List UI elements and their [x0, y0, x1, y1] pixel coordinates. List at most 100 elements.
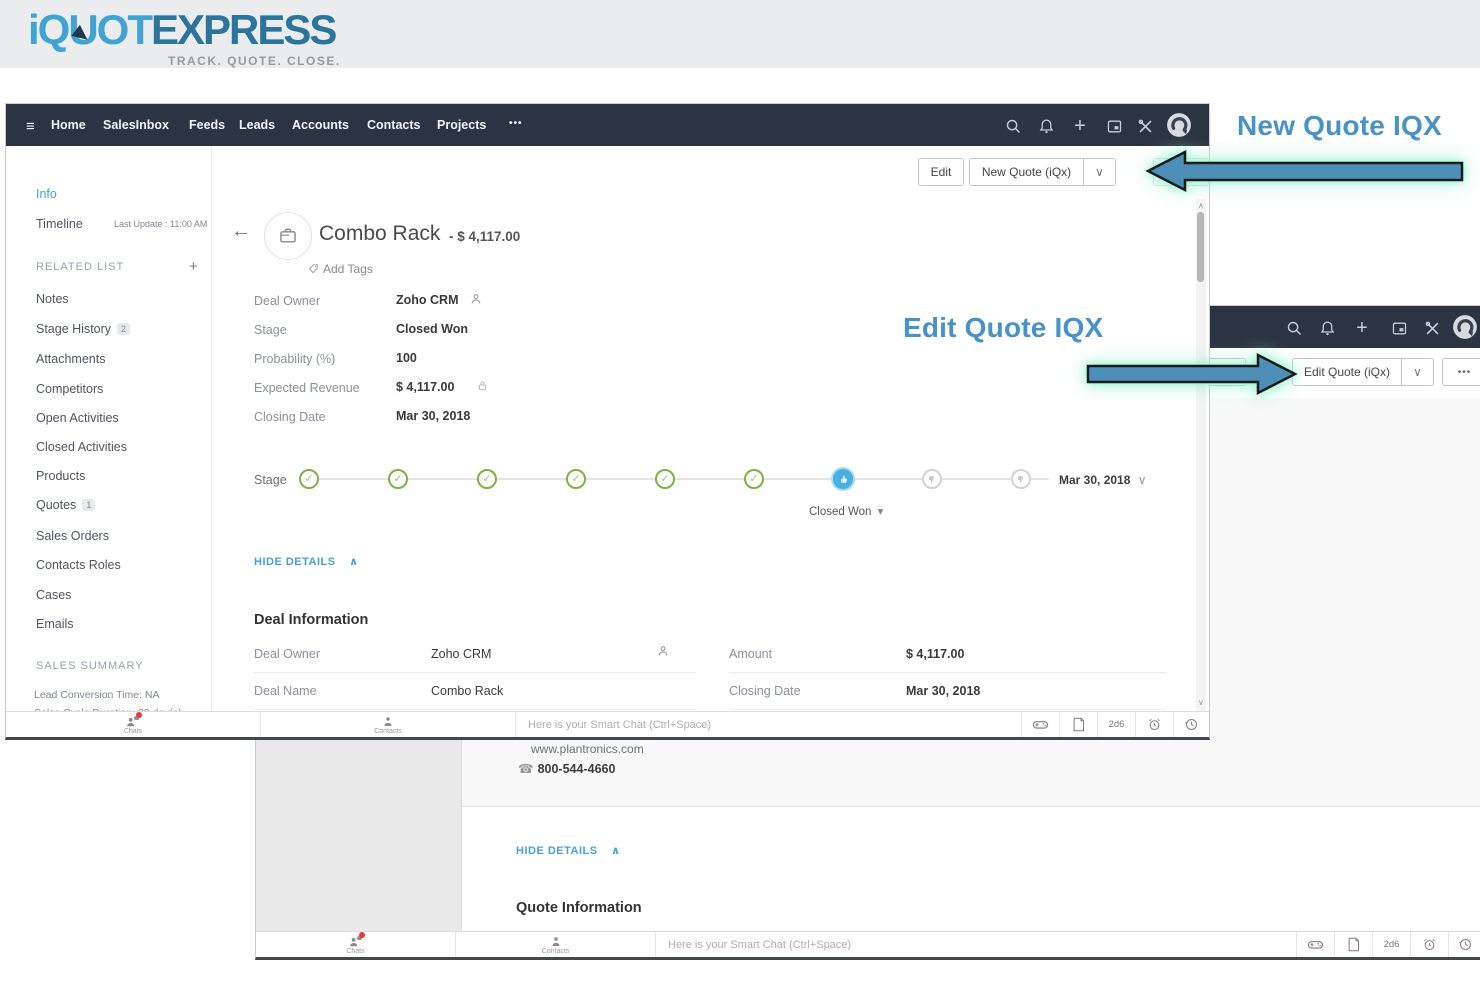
top-navbar: ≡ Home SalesInbox Feeds Leads Accounts C…: [6, 104, 1209, 146]
stage-connector-line: [311, 478, 1049, 480]
hide-details-toggle[interactable]: HIDE DETAILS ∧: [254, 555, 359, 568]
notes-icon[interactable]: [1059, 712, 1097, 737]
scroll-down-icon[interactable]: ∨: [1198, 698, 1204, 707]
sidebar-item-products[interactable]: Products: [36, 469, 86, 483]
bell-icon[interactable]: [1317, 318, 1337, 338]
info-value-amount: $ 4,117.00: [906, 647, 965, 661]
history-icon[interactable]: [1448, 932, 1480, 957]
sidebar-item-emails[interactable]: Emails: [36, 617, 74, 631]
chats-tab[interactable]: Chats: [256, 931, 456, 957]
alarm-icon[interactable]: [1410, 932, 1448, 957]
tools-icon[interactable]: [1422, 318, 1442, 338]
vertical-scrollbar[interactable]: [1196, 199, 1206, 713]
scrollbar-thumb[interactable]: [1197, 212, 1204, 282]
avatar[interactable]: [1166, 112, 1192, 138]
sidebar-item-notes[interactable]: Notes: [36, 292, 69, 306]
contacts-tab[interactable]: Contacts: [261, 712, 516, 737]
nav-salesinbox[interactable]: SalesInbox: [103, 118, 169, 132]
search-icon[interactable]: [1284, 318, 1304, 338]
stage-step-closed-lost-2[interactable]: [1011, 469, 1031, 489]
history-icon[interactable]: [1173, 712, 1209, 737]
plus-icon[interactable]: +: [1356, 316, 1368, 339]
account-phone[interactable]: ☎ 800-544-4660: [518, 761, 615, 776]
stage-step-6-done[interactable]: ✓: [744, 469, 764, 489]
sidebar-item-stage-history[interactable]: Stage History 2: [36, 322, 131, 336]
sidebar-item-competitors[interactable]: Competitors: [36, 382, 104, 396]
plus-icon[interactable]: +: [1074, 114, 1086, 137]
nav-leads[interactable]: Leads: [239, 118, 276, 132]
deal-record-window: ≡ Home SalesInbox Feeds Leads Accounts C…: [5, 103, 1210, 740]
nav-home[interactable]: Home: [51, 118, 86, 132]
check-icon: ✓: [482, 472, 492, 485]
dice-icon[interactable]: 2d6: [1097, 712, 1135, 737]
panel-icon[interactable]: [1104, 116, 1124, 136]
stage-step-5-done[interactable]: ✓: [655, 469, 675, 489]
field-value-deal-owner: Zoho CRM: [396, 293, 459, 307]
nav-projects[interactable]: Projects: [437, 118, 487, 132]
more-actions-button[interactable]: •••: [1442, 358, 1480, 386]
add-tags-button[interactable]: Add Tags: [308, 262, 373, 276]
info-label-amount: Amount: [729, 647, 773, 661]
check-icon: ✓: [660, 472, 670, 485]
nav-contacts[interactable]: Contacts: [367, 118, 421, 132]
back-arrow-icon[interactable]: ←: [231, 220, 251, 242]
bell-icon[interactable]: [1036, 116, 1056, 136]
stage-selected-dropdown[interactable]: Closed Won ▾: [809, 504, 883, 518]
edit-quote-iqx-button[interactable]: Edit Quote (iQx): [1292, 358, 1402, 386]
hide-details-label: HIDE DETAILS: [516, 845, 598, 857]
stage-step-3-done[interactable]: ✓: [477, 469, 497, 489]
sidebar-item-contacts-roles[interactable]: Contacts Roles: [36, 558, 121, 572]
nav-more-icon[interactable]: •••: [509, 118, 523, 129]
chevron-down-icon: ∨: [1095, 165, 1104, 179]
info-label-closing-date: Closing Date: [729, 684, 801, 698]
stage-step-closed-won-active[interactable]: [831, 467, 855, 491]
edit-button[interactable]: Edit: [918, 158, 964, 186]
user-lookup-icon[interactable]: [469, 292, 483, 306]
check-icon: ✓: [571, 472, 581, 485]
search-icon[interactable]: [1003, 116, 1023, 136]
notification-dot: [136, 711, 142, 718]
notes-icon[interactable]: [1334, 932, 1372, 957]
scroll-up-icon[interactable]: ∧: [1198, 201, 1204, 210]
new-quote-iqx-button[interactable]: New Quote (iQx): [969, 158, 1084, 186]
hide-details-toggle[interactable]: HIDE DETAILS ∧: [516, 844, 621, 857]
sidebar-item-cases[interactable]: Cases: [36, 588, 72, 602]
stage-step-4-done[interactable]: ✓: [566, 469, 586, 489]
stage-step-1-done[interactable]: ✓: [299, 469, 319, 489]
user-lookup-icon[interactable]: [656, 644, 670, 658]
chats-tab[interactable]: Chats: [6, 711, 261, 737]
stage-step-2-done[interactable]: ✓: [388, 469, 408, 489]
deal-record-icon: [264, 212, 312, 260]
nav-feeds[interactable]: Feeds: [189, 118, 226, 132]
smart-chat-input[interactable]: [656, 932, 1296, 957]
logo-text-light: iQUOT: [28, 6, 153, 53]
stage-date-dropdown[interactable]: Mar 30, 2018 ∨: [1059, 473, 1147, 487]
sidebar-item-sales-orders[interactable]: Sales Orders: [36, 529, 109, 543]
sidebar-item-attachments[interactable]: Attachments: [36, 352, 106, 366]
smart-chat-input[interactable]: [516, 712, 1021, 737]
sidebar-item-quotes[interactable]: Quotes 1: [36, 498, 96, 512]
new-quote-dropdown-chevron[interactable]: ∨: [1083, 158, 1116, 186]
edit-quote-dropdown-chevron[interactable]: ∨: [1401, 358, 1434, 386]
sidebar-item-timeline[interactable]: Timeline: [36, 217, 83, 231]
phone-number: 800-544-4660: [537, 762, 616, 776]
info-label-deal-owner: Deal Owner: [254, 647, 320, 661]
nav-accounts[interactable]: Accounts: [292, 118, 349, 132]
gamepad-icon[interactable]: [1296, 932, 1334, 957]
sidebar-item-closed-activities[interactable]: Closed Activities: [36, 440, 128, 454]
related-list-add-button[interactable]: +: [189, 258, 198, 275]
chats-icon: [126, 711, 142, 727]
dice-icon[interactable]: 2d6: [1372, 932, 1410, 957]
sidebar-item-info[interactable]: Info: [36, 187, 57, 201]
tools-icon[interactable]: [1135, 116, 1155, 136]
contacts-tab[interactable]: Contacts: [456, 932, 656, 957]
info-value-deal-owner: Zoho CRM: [431, 647, 492, 661]
account-website-link[interactable]: www.plantronics.com: [531, 742, 644, 756]
panel-icon[interactable]: [1389, 318, 1409, 338]
sidebar-item-open-activities[interactable]: Open Activities: [36, 411, 119, 425]
menu-hamburger-icon[interactable]: ≡: [26, 118, 35, 135]
avatar[interactable]: [1452, 314, 1478, 340]
alarm-icon[interactable]: [1135, 712, 1173, 737]
gamepad-icon[interactable]: [1021, 712, 1059, 737]
stage-step-closed-lost-1[interactable]: [922, 469, 942, 489]
